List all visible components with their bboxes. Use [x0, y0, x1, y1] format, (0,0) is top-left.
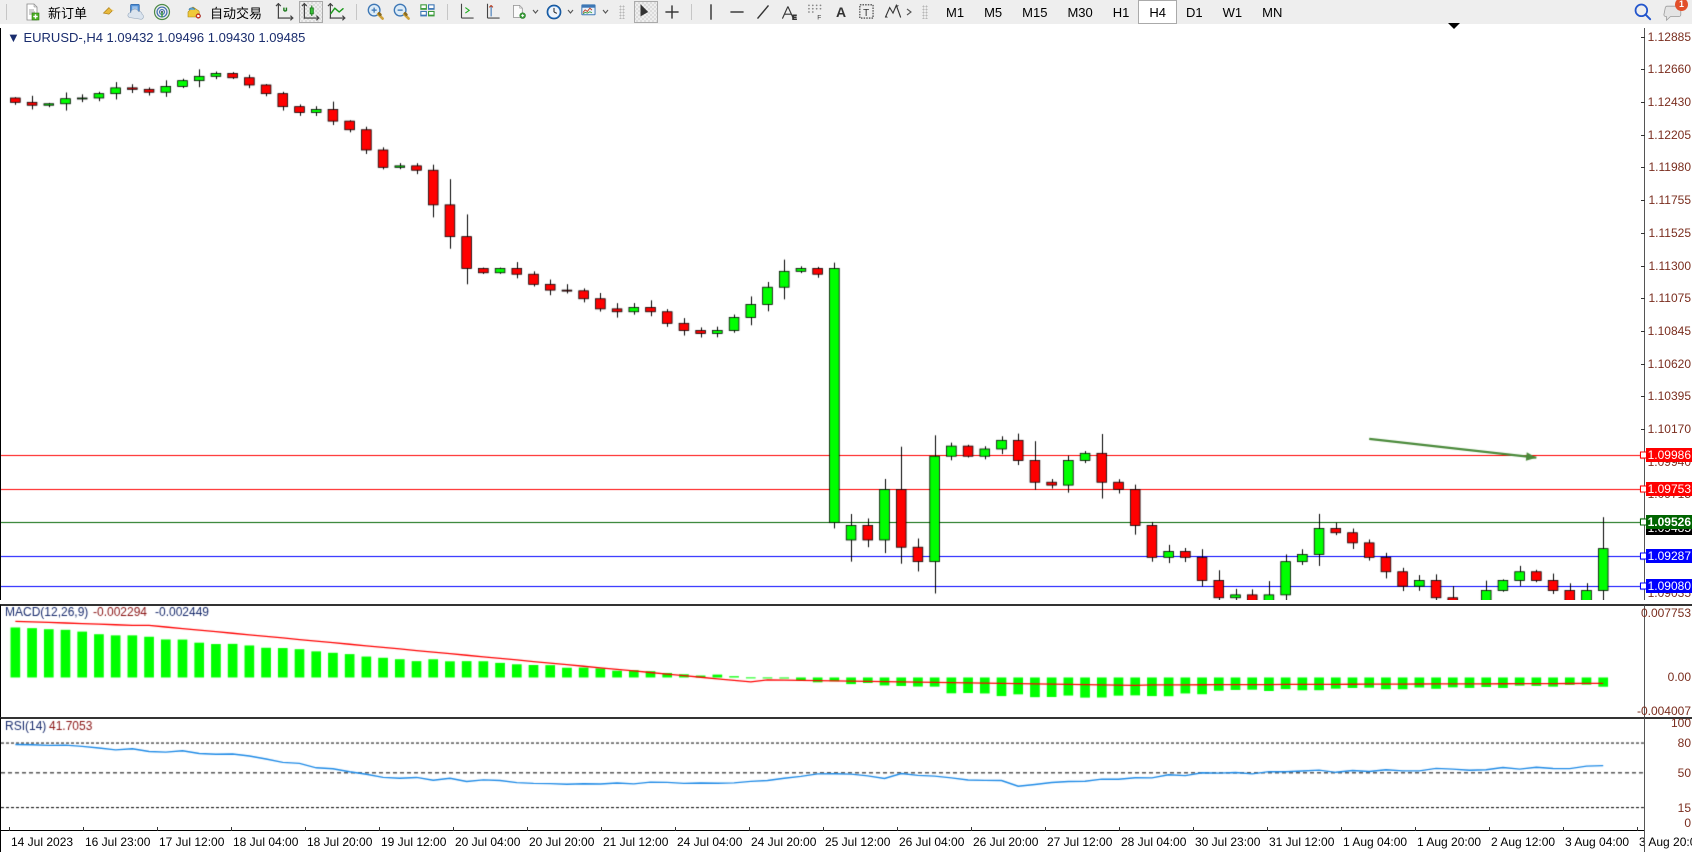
svg-text:F: F: [817, 15, 821, 22]
svg-text:E: E: [792, 15, 797, 22]
svg-text:T: T: [863, 8, 869, 19]
